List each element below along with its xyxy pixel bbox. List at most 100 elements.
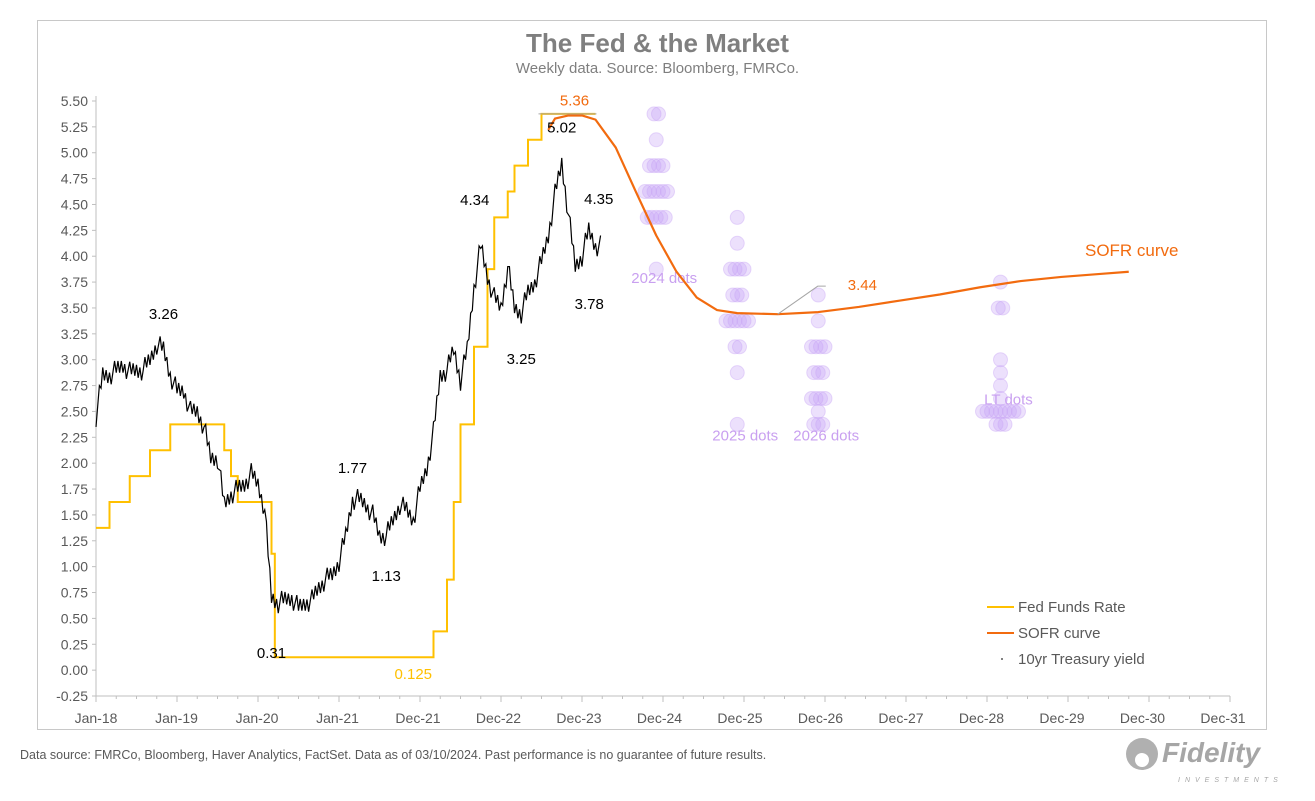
- data-label: 3.78: [575, 296, 604, 313]
- data-label: 1.77: [338, 460, 367, 477]
- dot-plot-label: 2026 dots: [793, 427, 859, 444]
- fed-dot: [648, 132, 664, 148]
- fed-dot: [997, 416, 1013, 432]
- fed-dot: [653, 209, 669, 225]
- y-tick-label: 0.00: [61, 662, 88, 678]
- x-tick-label: Dec-23: [556, 710, 601, 726]
- fed-dot: [988, 416, 1004, 432]
- y-tick-label: 0.50: [61, 610, 88, 626]
- fed-dot: [723, 313, 738, 329]
- fed-dot: [642, 158, 657, 174]
- data-label: 4.35: [584, 191, 613, 208]
- dot-plot-label: LT dots: [984, 391, 1033, 408]
- fed-dot: [815, 416, 831, 432]
- x-tick-label: Jan-21: [316, 710, 359, 726]
- footer-note: Data source: FMRCo, Bloomberg, Haver Ana…: [20, 748, 767, 762]
- fed-dot: [637, 184, 653, 200]
- fed-dot: [810, 287, 826, 303]
- y-tick-label: 2.00: [61, 455, 88, 471]
- fed-dot: [648, 261, 664, 277]
- x-tick-label: Dec-25: [717, 710, 762, 726]
- fed-dot: [729, 235, 745, 251]
- fed-dot: [642, 184, 657, 200]
- y-tick-label: 2.75: [61, 378, 88, 394]
- x-tick-label: Dec-27: [878, 710, 923, 726]
- dot-plot-label: 2024 dots: [631, 270, 697, 287]
- chart-title: The Fed & the Market: [526, 28, 789, 58]
- fed-dot: [997, 403, 1013, 419]
- fidelity-logo: Fidelity INVESTMENTS: [1120, 734, 1305, 801]
- y-tick-label: 1.25: [61, 533, 88, 549]
- fed-dot: [646, 184, 662, 200]
- y-tick-label: 3.75: [61, 274, 88, 290]
- y-tick-label: 2.25: [61, 429, 88, 445]
- fed-dot: [808, 391, 824, 406]
- fed-dot: [1006, 403, 1022, 419]
- fed-dot: [1011, 403, 1026, 419]
- fed-dot: [655, 158, 671, 174]
- fed-dot: [646, 158, 662, 174]
- fed-dot: [727, 261, 743, 277]
- fed-dot: [655, 184, 671, 200]
- fed-dot: [975, 403, 990, 419]
- y-tick-label: 1.50: [61, 507, 88, 523]
- fed-dot: [660, 184, 675, 200]
- fed-dot: [993, 365, 1008, 381]
- x-tick-label: Jan-19: [155, 710, 198, 726]
- fed-dot: [817, 391, 833, 406]
- y-tick-label: 0.25: [61, 636, 88, 652]
- y-tick-label: 3.50: [61, 300, 88, 316]
- fed-dot: [993, 378, 1008, 394]
- data-label: 3.44: [848, 277, 877, 294]
- annotation-leader: [777, 285, 826, 315]
- y-tick-label: 2.50: [61, 403, 88, 419]
- y-tick-label: 4.75: [61, 171, 88, 187]
- x-tick-label: Jan-20: [236, 710, 279, 726]
- fed-dot: [810, 403, 826, 419]
- y-tick-label: -0.25: [56, 688, 88, 704]
- legend-label: 10yr Treasury yield: [1018, 651, 1145, 668]
- fed-dot: [729, 287, 745, 303]
- fed-dot: [808, 339, 824, 355]
- x-tick-label: Dec-30: [1120, 710, 1165, 726]
- fed-dot: [648, 209, 664, 225]
- fed-dot: [810, 416, 826, 432]
- data-label: 3.25: [507, 351, 536, 368]
- treasury-yield-line: [95, 157, 602, 614]
- data-label: 0.125: [394, 666, 432, 683]
- logo-wordmark: Fidelity: [1162, 737, 1261, 768]
- fed-dot: [817, 339, 833, 355]
- y-tick-label: 5.50: [61, 93, 88, 109]
- fed-funds-rate-line: [96, 112, 596, 659]
- fed-dot: [804, 339, 819, 355]
- y-tick-label: 0.75: [61, 585, 88, 601]
- legend-swatch: [1001, 658, 1003, 660]
- y-tick-label: 4.25: [61, 222, 88, 238]
- fed-dot: [729, 365, 745, 381]
- data-label: SOFR curve: [1085, 241, 1179, 260]
- fed-dot: [729, 416, 745, 432]
- x-tick-label: Jan-18: [75, 710, 118, 726]
- chart-frame: [37, 20, 1267, 730]
- fed-dot: [993, 403, 1008, 419]
- legend-label: Fed Funds Rate: [1018, 599, 1126, 616]
- fed-dot: [813, 391, 828, 406]
- fed-dot: [995, 300, 1011, 316]
- fed-dot: [657, 209, 673, 225]
- fed-dot: [988, 403, 1004, 419]
- fidelity-logo-graphic: Fidelity INVESTMENTS: [1126, 737, 1278, 784]
- x-tick-label: Dec-29: [1039, 710, 1084, 726]
- fed-dot: [815, 365, 831, 381]
- dot-plot-label: 2025 dots: [712, 427, 778, 444]
- fed-dot: [723, 261, 738, 277]
- fed-dot: [993, 274, 1008, 290]
- fed-dot: [993, 391, 1008, 406]
- x-tick-label: Dec-24: [637, 710, 682, 726]
- y-tick-label: 1.75: [61, 481, 88, 497]
- fed-dot: [806, 365, 822, 381]
- fed-dot: [651, 106, 666, 122]
- x-tick-label: Dec-22: [476, 710, 521, 726]
- fed-dot: [718, 313, 734, 329]
- data-label: 5.02: [547, 120, 576, 137]
- fed-dot: [651, 184, 666, 200]
